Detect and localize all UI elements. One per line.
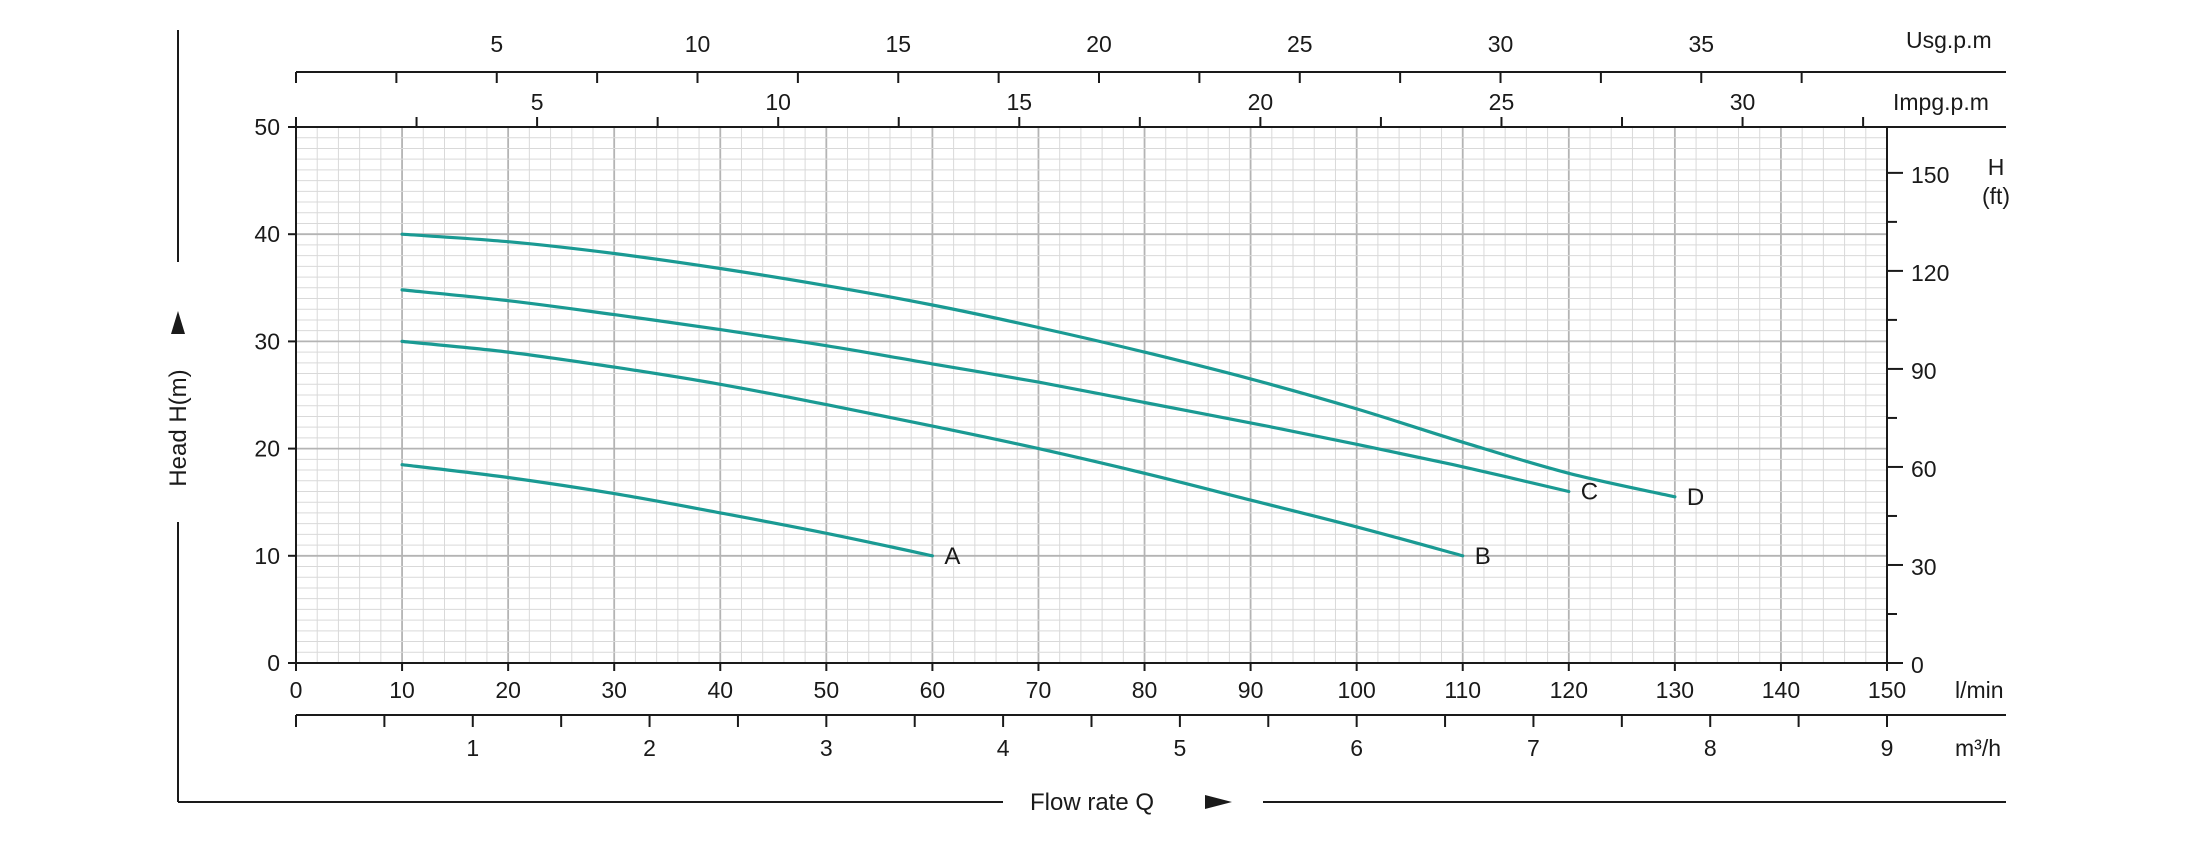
x-tick-label: 10: [389, 677, 415, 703]
x-tick-label: 130: [1656, 677, 1694, 703]
curve-label-c: C: [1581, 478, 1598, 505]
m3h-tick-label: 8: [1704, 735, 1717, 761]
usgpm-tick-label: 20: [1086, 31, 1112, 57]
ft-tick-label: 120: [1911, 260, 1949, 286]
x-tick-label: 110: [1444, 677, 1481, 703]
usgpm-tick-label: 5: [490, 31, 503, 57]
y-tick-label: 30: [254, 328, 280, 354]
impgpm-tick-label: 30: [1730, 89, 1756, 115]
m3h-tick-label: 9: [1881, 735, 1894, 761]
usgpm-tick-label: 10: [685, 31, 711, 57]
m3h-tick-label: 7: [1527, 735, 1540, 761]
x-tick-label: 90: [1238, 677, 1264, 703]
usgpm-tick-label: 25: [1287, 31, 1313, 57]
y-tick-label: 10: [254, 543, 280, 569]
x-tick-label: 20: [495, 677, 521, 703]
curve-label-b: B: [1475, 543, 1491, 570]
curve-label-d: D: [1687, 484, 1704, 511]
impgpm-tick-label: 5: [531, 89, 544, 115]
m3h-tick-label: 3: [820, 735, 833, 761]
impgpm-tick-label: 25: [1489, 89, 1515, 115]
curve-label-a: A: [944, 543, 960, 570]
m3h-tick-label: 6: [1350, 735, 1363, 761]
secondary-axes: 0 30 60 90 120 150 H (ft) 1 2 3 4 5 6 7 8 9 m³/h 5 10 15 20 25…: [296, 27, 2010, 761]
x-tick-label: 100: [1337, 677, 1375, 703]
y-axis-title: Head H(m): [165, 369, 192, 486]
m3h-tick-label: 4: [997, 735, 1010, 761]
y-tick-label: 0: [267, 650, 280, 676]
ft-tick-label: 60: [1911, 456, 1937, 482]
x-tick-label: 80: [1132, 677, 1158, 703]
ft-unit-label-h: H: [1988, 154, 2005, 180]
m3h-tick-label: 1: [466, 735, 479, 761]
usgpm-tick-label: 15: [885, 31, 911, 57]
m3h-unit-label: m³/h: [1955, 735, 2001, 761]
usgpm-unit-label: Usg.p.m: [1906, 27, 1992, 53]
m3h-tick-label: 5: [1173, 735, 1186, 761]
ft-tick-label: 0: [1911, 652, 1924, 678]
x-tick-label: 150: [1868, 677, 1906, 703]
usgpm-tick-label: 30: [1488, 31, 1514, 57]
x-tick-label: 30: [601, 677, 627, 703]
x-axis-title: Flow rate Q: [1030, 789, 1154, 816]
x-tick-label: 140: [1762, 677, 1800, 703]
plot-grid: [296, 127, 1887, 663]
curve-a: [402, 465, 932, 556]
impgpm-tick-label: 10: [765, 89, 791, 115]
y-tick-label: 20: [254, 436, 280, 462]
x-tick-label: 120: [1550, 677, 1588, 703]
impgpm-unit-label: Impg.p.m: [1893, 89, 1989, 115]
impgpm-tick-label: 15: [1006, 89, 1032, 115]
usgpm-tick-label: 35: [1688, 31, 1714, 57]
x-unit-label: l/min: [1955, 677, 2004, 703]
x-tick-label: 40: [707, 677, 733, 703]
performance-curves: A B C D: [402, 234, 1704, 570]
x-tick-label: 70: [1026, 677, 1052, 703]
m3h-tick-label: 2: [643, 735, 656, 761]
ft-tick-label: 30: [1911, 554, 1937, 580]
x-title-arrow-icon: [1205, 795, 1232, 809]
axis-titles: Head H(m) Flow rate Q: [165, 30, 2006, 816]
y-tick-label: 50: [254, 114, 280, 140]
x-tick-label: 50: [814, 677, 840, 703]
x-tick-label: 0: [290, 677, 303, 703]
y-tick-label: 40: [254, 221, 280, 247]
ft-tick-label: 90: [1911, 358, 1937, 384]
ft-tick-label: 150: [1911, 162, 1949, 188]
y-title-arrow-icon: [171, 311, 185, 334]
ft-unit-label-ft: (ft): [1982, 183, 2010, 209]
impgpm-tick-label: 20: [1248, 89, 1274, 115]
x-tick-label: 60: [920, 677, 946, 703]
